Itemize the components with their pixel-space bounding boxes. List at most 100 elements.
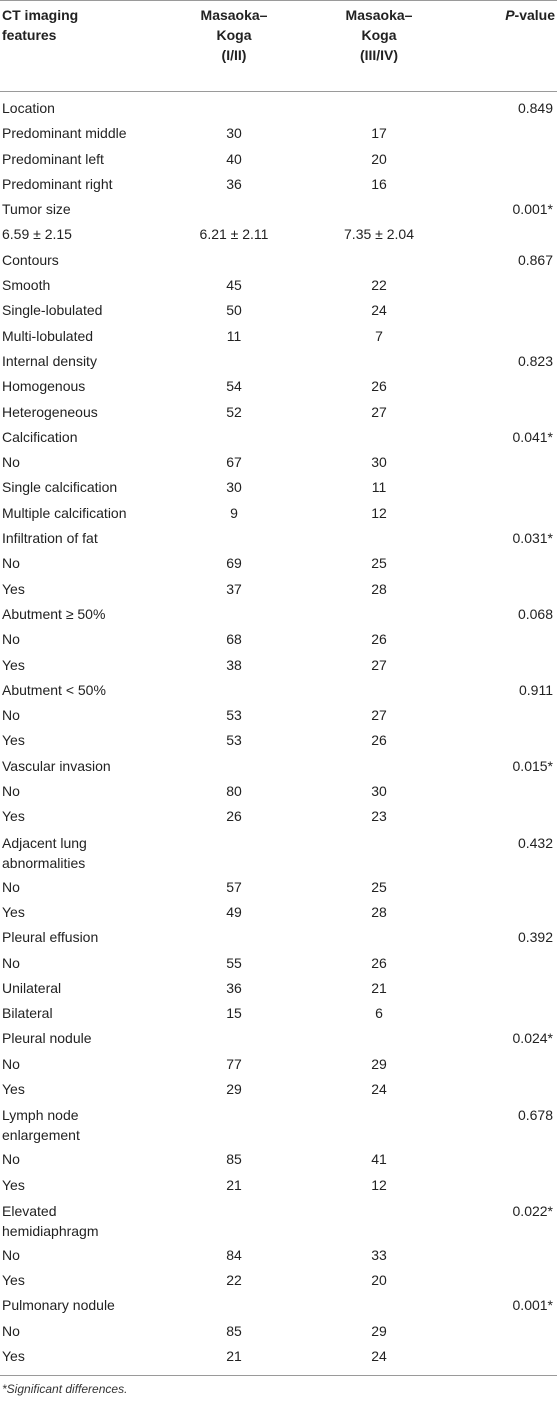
row-value-late: 41 xyxy=(371,1151,387,1168)
row-label: No xyxy=(2,1246,20,1263)
table-row: Yes 21 12 xyxy=(0,1173,557,1198)
row-label: No xyxy=(2,454,20,471)
row-label: Yes xyxy=(2,1272,25,1289)
table-row: Yes 49 28 xyxy=(0,900,557,925)
row-value-early: 85 xyxy=(226,1151,242,1168)
row-value-early: 85 xyxy=(226,1322,242,1339)
row-value-late: 20 xyxy=(371,1272,387,1289)
row-p-value xyxy=(462,273,557,298)
row-value-early xyxy=(172,754,296,779)
row-value-late: 7.35 ± 2.04 xyxy=(344,226,414,243)
row-value-late: 24 xyxy=(371,302,387,319)
row-label: Elevated hemidiaphragm xyxy=(2,1202,99,1239)
row-p-value xyxy=(462,121,557,146)
header-ct-features: CT imaging features xyxy=(2,7,79,43)
table-row: Lymph node enlargement 0.678 xyxy=(0,1102,557,1147)
row-p-value xyxy=(462,298,557,323)
row-p-value xyxy=(462,1077,557,1102)
row-label: Yes xyxy=(2,1176,25,1193)
row-label: Yes xyxy=(2,732,25,749)
row-value-late xyxy=(296,425,462,450)
row-p-value: 0.392 xyxy=(517,929,553,946)
row-label: Pleural effusion xyxy=(2,929,99,946)
row-p-value xyxy=(462,1001,557,1026)
table-row: Abutment ≥ 50% 0.068 xyxy=(0,602,557,627)
row-value-early xyxy=(172,425,296,450)
header-masaoka-early-line3: (I/II) xyxy=(221,47,247,63)
row-value-late: 21 xyxy=(371,979,387,996)
table-row: Smooth 45 22 xyxy=(0,273,557,298)
row-value-early: 53 xyxy=(226,732,242,749)
row-label: Unilateral xyxy=(2,979,62,996)
row-value-early: 6.21 ± 2.11 xyxy=(199,226,269,243)
row-label: Yes xyxy=(2,1348,25,1365)
row-value-early: 77 xyxy=(226,1055,242,1072)
row-value-late: 27 xyxy=(371,656,387,673)
row-value-early xyxy=(172,526,296,551)
row-label: No xyxy=(2,954,20,971)
table-header: CT imaging features Masaoka– Koga (I/II)… xyxy=(0,1,557,91)
row-label: Single-lobulated xyxy=(2,302,103,319)
table-row: Multiple calcification 9 12 xyxy=(0,501,557,526)
row-p-value xyxy=(462,1147,557,1172)
table-row: Calcification 0.041* xyxy=(0,425,557,450)
table-row: Yes 21 24 xyxy=(0,1344,557,1369)
row-p-value: 0.823 xyxy=(517,352,553,369)
table-row: Heterogeneous 52 27 xyxy=(0,400,557,425)
row-value-late xyxy=(296,754,462,779)
row-value-late: 20 xyxy=(371,150,387,167)
row-value-early xyxy=(172,833,296,873)
row-value-late xyxy=(296,1105,462,1145)
row-p-value xyxy=(462,475,557,500)
row-p-value: 0.015* xyxy=(512,757,553,774)
row-value-early: 50 xyxy=(226,302,242,319)
header-masaoka-early: Masaoka– Koga (I/II) xyxy=(172,1,296,65)
row-p-value: 0.024* xyxy=(512,1030,553,1047)
row-label: Multiple calcification xyxy=(2,504,127,521)
row-label: No xyxy=(2,783,20,800)
row-value-late: 27 xyxy=(371,707,387,724)
row-p-value xyxy=(462,577,557,602)
row-value-late: 26 xyxy=(371,631,387,648)
row-label: Bilateral xyxy=(2,1005,53,1022)
row-value-early: 69 xyxy=(226,555,242,572)
table-row: Vascular invasion 0.015* xyxy=(0,754,557,779)
row-p-value xyxy=(462,172,557,197)
row-value-late: 30 xyxy=(371,454,387,471)
header-rule xyxy=(0,91,557,92)
row-label: Abutment < 50% xyxy=(2,681,106,698)
table-row: Yes 29 24 xyxy=(0,1077,557,1102)
row-label: Predominant left xyxy=(2,150,104,167)
row-value-early xyxy=(172,1105,296,1145)
row-value-late: 25 xyxy=(371,555,387,572)
row-label: Internal density xyxy=(2,352,97,369)
row-p-value xyxy=(462,804,557,829)
row-value-late: 33 xyxy=(371,1246,387,1263)
table-row: No 67 30 xyxy=(0,450,557,475)
row-value-early: 37 xyxy=(226,580,242,597)
row-p-value: 0.001* xyxy=(512,1297,553,1314)
row-value-early xyxy=(172,248,296,273)
row-value-early: 84 xyxy=(226,1246,242,1263)
table-row: No 85 41 xyxy=(0,1147,557,1172)
table-body: Location 0.849 Predominant middle 30 17 Predo… xyxy=(0,92,557,1369)
row-value-early: 21 xyxy=(226,1176,242,1193)
row-value-early: 54 xyxy=(226,378,242,395)
row-value-late xyxy=(296,678,462,703)
row-label: Yes xyxy=(2,656,25,673)
row-label: Pulmonary nodule xyxy=(2,1297,115,1314)
table-row: No 69 25 xyxy=(0,551,557,576)
row-value-early: 36 xyxy=(226,175,242,192)
row-p-value xyxy=(462,976,557,1001)
table-row: Location 0.849 xyxy=(0,96,557,121)
row-p-value xyxy=(462,1052,557,1077)
row-p-value: 0.022* xyxy=(512,1202,553,1219)
row-value-early: 38 xyxy=(226,656,242,673)
table-row: Yes 38 27 xyxy=(0,653,557,678)
row-value-late: 28 xyxy=(371,903,387,920)
row-value-early: 80 xyxy=(226,783,242,800)
row-label: Location xyxy=(2,100,55,116)
row-p-value: 0.031* xyxy=(512,530,553,547)
row-p-value xyxy=(462,1319,557,1344)
row-label: Smooth xyxy=(2,277,51,294)
